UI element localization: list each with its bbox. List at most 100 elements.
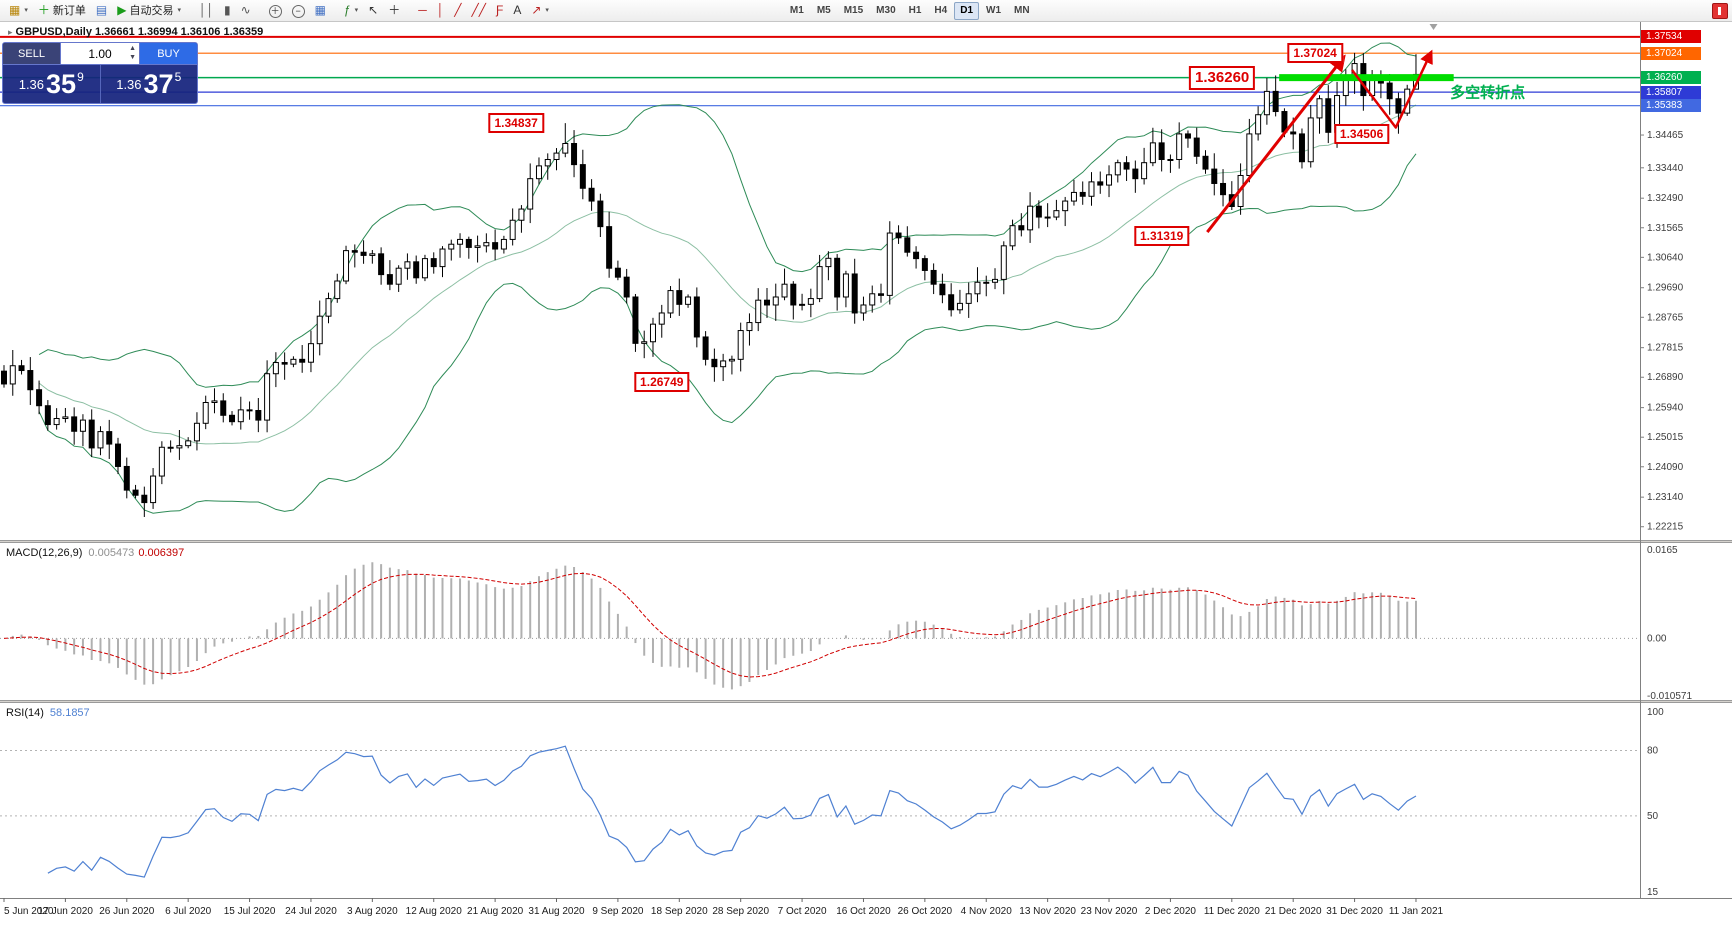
candlestick-mode-icon: ▮ <box>223 3 231 17</box>
tile-windows-button[interactable]: ▦ <box>310 0 331 20</box>
indicators-icon: ƒ <box>343 3 351 17</box>
rsi-axis-label: 15 <box>1647 887 1659 898</box>
dropdown-caret-icon: ▾ <box>545 7 549 14</box>
trendline-icon: ╱ <box>454 3 462 17</box>
date-label: 28 Sep 2020 <box>712 906 769 917</box>
tile-windows-icon: ▦ <box>314 3 326 17</box>
timeframe-m15-button[interactable]: M15 <box>843 4 864 16</box>
bollinger-bands <box>38 42 1417 514</box>
equidistant-channel-icon: ╱╱ <box>471 3 486 17</box>
date-label: 7 Oct 2020 <box>778 906 827 917</box>
line-chart-mode-button[interactable]: ∿ <box>236 0 256 20</box>
dropdown-caret-icon: ▾ <box>177 7 181 14</box>
timeframe-h1-button[interactable]: H1 <box>908 4 922 16</box>
macd-axis-label: -0.010571 <box>1647 691 1692 702</box>
vertical-line-button[interactable]: │ <box>432 0 450 20</box>
ask-prefix: 1.36 <box>116 77 142 92</box>
macd-histogram <box>11 562 1417 690</box>
rsi-axis-label: 80 <box>1647 746 1659 757</box>
volume-down-icon[interactable]: ▼ <box>129 54 136 61</box>
timeframe-h4-button[interactable]: H4 <box>934 4 948 16</box>
buy-button[interactable]: BUY <box>139 43 197 64</box>
symbol-header: ▸ GBPUSD,Daily 1.36661 1.36994 1.36106 1.… <box>8 26 263 38</box>
date-label: 31 Aug 2020 <box>528 906 585 917</box>
trendline-button[interactable]: ╱ <box>449 0 466 20</box>
date-label: 26 Jun 2020 <box>99 906 154 917</box>
trend-arrows[interactable] <box>1206 49 1433 234</box>
bid-prefix: 1.36 <box>18 77 45 92</box>
date-label: 31 Dec 2020 <box>1326 906 1383 917</box>
chart-window-icon: ▤ <box>95 3 108 17</box>
price-tick-label: 1.34465 <box>1647 130 1684 141</box>
date-label: 16 Oct 2020 <box>836 906 891 917</box>
volume-up-icon[interactable]: ▲ <box>129 45 136 52</box>
new-order-icon: ＋ <box>37 3 50 17</box>
date-label: 5 Jun 2020 <box>4 906 54 917</box>
date-label: 21 Aug 2020 <box>467 906 524 917</box>
timeframe-m5-button[interactable]: M5 <box>816 4 831 16</box>
sell-button[interactable]: SELL <box>3 43 61 64</box>
price-tick-label: 1.26890 <box>1647 372 1684 383</box>
timeframe-m30-button[interactable]: M30 <box>876 4 896 16</box>
arrows-tool-button[interactable]: ↗ ▾ <box>526 0 554 20</box>
timeframe-mn-button[interactable]: MN <box>1014 4 1030 16</box>
timeframe-d1-button[interactable]: D1 <box>954 1 980 20</box>
chart-window-button[interactable]: ▤ <box>91 0 112 20</box>
bar-chart-mode-button[interactable]: ││ <box>194 0 219 20</box>
date-label: 11 Jan 2021 <box>1389 906 1444 917</box>
cursor-icon: ↖ <box>368 3 379 17</box>
equidistant-channel-button[interactable]: ╱╱ <box>467 0 491 20</box>
dropdown-caret-icon: ▾ <box>354 7 359 14</box>
price-tick-label: 1.29690 <box>1647 283 1684 294</box>
date-label: 26 Oct 2020 <box>898 906 953 917</box>
toolbar: ▦ ▾ ＋新订单 ▤ ▶ 自动交易 ▾ ││ ▮ ∿ ＋ − ▦ ƒ ▾ ↖ ＋ ─ │ ╱ ╱╱ Ƒ A ↗ ▾ M1 M5 M1… <box>0 0 1732 22</box>
price-tick-label: 1.32490 <box>1647 193 1684 204</box>
price-level-lines[interactable] <box>0 35 1640 107</box>
date-label: 17 Jun 2020 <box>38 906 93 917</box>
arrows-tool-icon: ↗ <box>531 3 542 17</box>
vertical-line-icon: │ <box>436 3 445 17</box>
rsi-line <box>47 745 1417 878</box>
timeframe-toolbar: M1 M5 M15 M30 H1 H4 D1 W1 MN <box>784 1 1036 20</box>
text-label-button[interactable]: A <box>508 0 526 20</box>
price-tick-label: 1.27815 <box>1647 343 1684 354</box>
price-tick-label: 1.25940 <box>1647 403 1684 414</box>
notification-icon[interactable] <box>1712 2 1728 19</box>
bid-price[interactable]: 1.36 35 9 <box>3 65 101 103</box>
zoom-out-button[interactable]: − <box>287 1 310 21</box>
volume-input[interactable]: 1.00 ▲ ▼ <box>61 43 139 64</box>
symbol-marker-icon: ▸ <box>8 27 13 37</box>
fibonacci-button[interactable]: Ƒ <box>491 0 508 20</box>
new-chart-button[interactable]: ▦ ▾ <box>4 0 33 20</box>
indicators-button[interactable]: ƒ ▾ <box>339 0 363 20</box>
date-label: 15 Jul 2020 <box>224 906 276 917</box>
date-label: 21 Dec 2020 <box>1265 906 1322 917</box>
timeframe-w1-button[interactable]: W1 <box>986 4 1002 16</box>
pane-splitter[interactable] <box>0 700 1732 703</box>
macd-indicator-label: MACD(12,26,9) 0.005473 0.006397 <box>6 547 185 559</box>
date-label: 23 Nov 2020 <box>1081 906 1138 917</box>
bid-big-digits: 35 <box>46 69 77 99</box>
cursor-button[interactable]: ↖ <box>363 0 383 20</box>
ask-price[interactable]: 1.36 37 5 <box>101 65 198 103</box>
fibonacci-icon: Ƒ <box>495 3 504 17</box>
horizontal-line-button[interactable]: ─ <box>413 0 432 20</box>
date-label: 2 Dec 2020 <box>1145 906 1197 917</box>
pane-splitter[interactable] <box>0 540 1732 543</box>
price-tick-label: 1.23140 <box>1647 492 1684 503</box>
macd-axis-label: 0.0165 <box>1647 545 1678 556</box>
crosshair-icon: ＋ <box>388 3 401 17</box>
price-tick-label: 1.24090 <box>1647 462 1684 473</box>
auto-trading-button[interactable]: ▶ 自动交易 ▾ <box>117 3 181 17</box>
macd-axis-label: 0.00 <box>1647 633 1667 644</box>
chart-shift-marker-icon[interactable] <box>1429 24 1438 30</box>
timeframe-m1-button[interactable]: M1 <box>789 4 804 16</box>
zoom-in-button[interactable]: ＋ <box>264 1 287 21</box>
candlestick-mode-button[interactable]: ▮ <box>219 0 236 20</box>
date-label: 6 Jul 2020 <box>165 906 212 917</box>
date-label: 24 Jul 2020 <box>285 906 337 917</box>
dropdown-caret-icon: ▾ <box>24 7 28 14</box>
crosshair-button[interactable]: ＋ <box>383 0 405 20</box>
new-order-button[interactable]: ＋新订单 <box>37 3 86 17</box>
